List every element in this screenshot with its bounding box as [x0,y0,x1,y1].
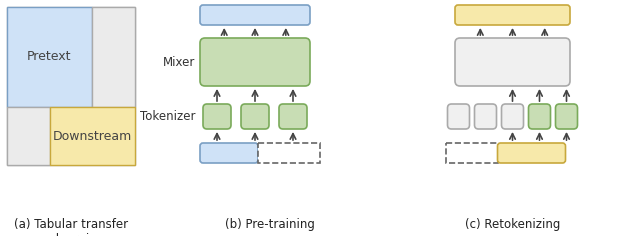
FancyBboxPatch shape [200,143,258,163]
Bar [445,143,497,163]
Text: Tokenizer: Tokenizer [140,110,195,123]
FancyBboxPatch shape [279,104,307,129]
FancyBboxPatch shape [200,5,310,25]
Text: (c) Retokenizing: (c) Retokenizing [465,218,560,231]
Text: Downstream: Downstream [53,130,132,143]
FancyBboxPatch shape [556,104,577,129]
FancyBboxPatch shape [203,104,231,129]
FancyBboxPatch shape [241,104,269,129]
FancyBboxPatch shape [474,104,497,129]
Bar [92,7,135,107]
FancyBboxPatch shape [447,104,470,129]
Bar [7,7,92,107]
FancyBboxPatch shape [529,104,550,129]
FancyBboxPatch shape [455,5,570,25]
Bar [7,7,135,165]
Bar [258,143,320,163]
Bar [7,107,50,165]
FancyBboxPatch shape [455,38,570,86]
Text: Mixer: Mixer [163,55,195,68]
Bar [50,107,135,165]
Text: Pretext: Pretext [28,51,72,63]
FancyBboxPatch shape [497,143,566,163]
Text: (a) Tabular transfer
     learning: (a) Tabular transfer learning [14,218,128,236]
FancyBboxPatch shape [200,38,310,86]
FancyBboxPatch shape [502,104,524,129]
Text: (b) Pre-training: (b) Pre-training [225,218,315,231]
